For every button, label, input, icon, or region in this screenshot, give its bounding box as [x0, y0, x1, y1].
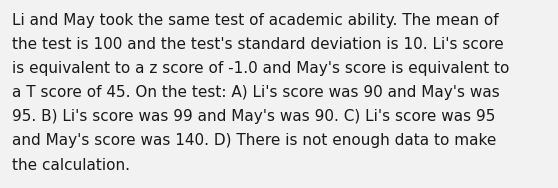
Text: and May's score was 140. D) There is not enough data to make: and May's score was 140. D) There is not… — [12, 133, 497, 149]
Text: a T score of 45. On the test: A) Li's score was 90 and May's was: a T score of 45. On the test: A) Li's sc… — [12, 85, 500, 100]
Text: the calculation.: the calculation. — [12, 158, 130, 173]
Text: is equivalent to a z score of -1.0 and May's score is equivalent to: is equivalent to a z score of -1.0 and M… — [12, 61, 509, 76]
Text: 95. B) Li's score was 99 and May's was 90. C) Li's score was 95: 95. B) Li's score was 99 and May's was 9… — [12, 109, 496, 124]
Text: Li and May took the same test of academic ability. The mean of: Li and May took the same test of academi… — [12, 13, 499, 28]
Text: the test is 100 and the test's standard deviation is 10. Li's score: the test is 100 and the test's standard … — [12, 37, 504, 52]
